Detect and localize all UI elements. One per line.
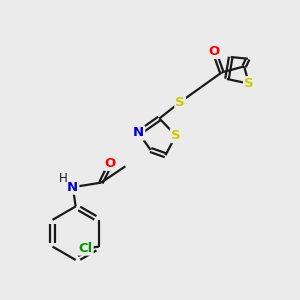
Text: O: O [209,45,220,58]
Text: H: H [59,172,68,185]
Text: S: S [171,129,181,142]
Text: N: N [133,127,144,140]
Text: Cl: Cl [78,242,93,255]
Text: O: O [105,157,116,170]
Text: N: N [67,181,78,194]
Text: S: S [244,77,254,90]
Text: S: S [175,96,185,109]
